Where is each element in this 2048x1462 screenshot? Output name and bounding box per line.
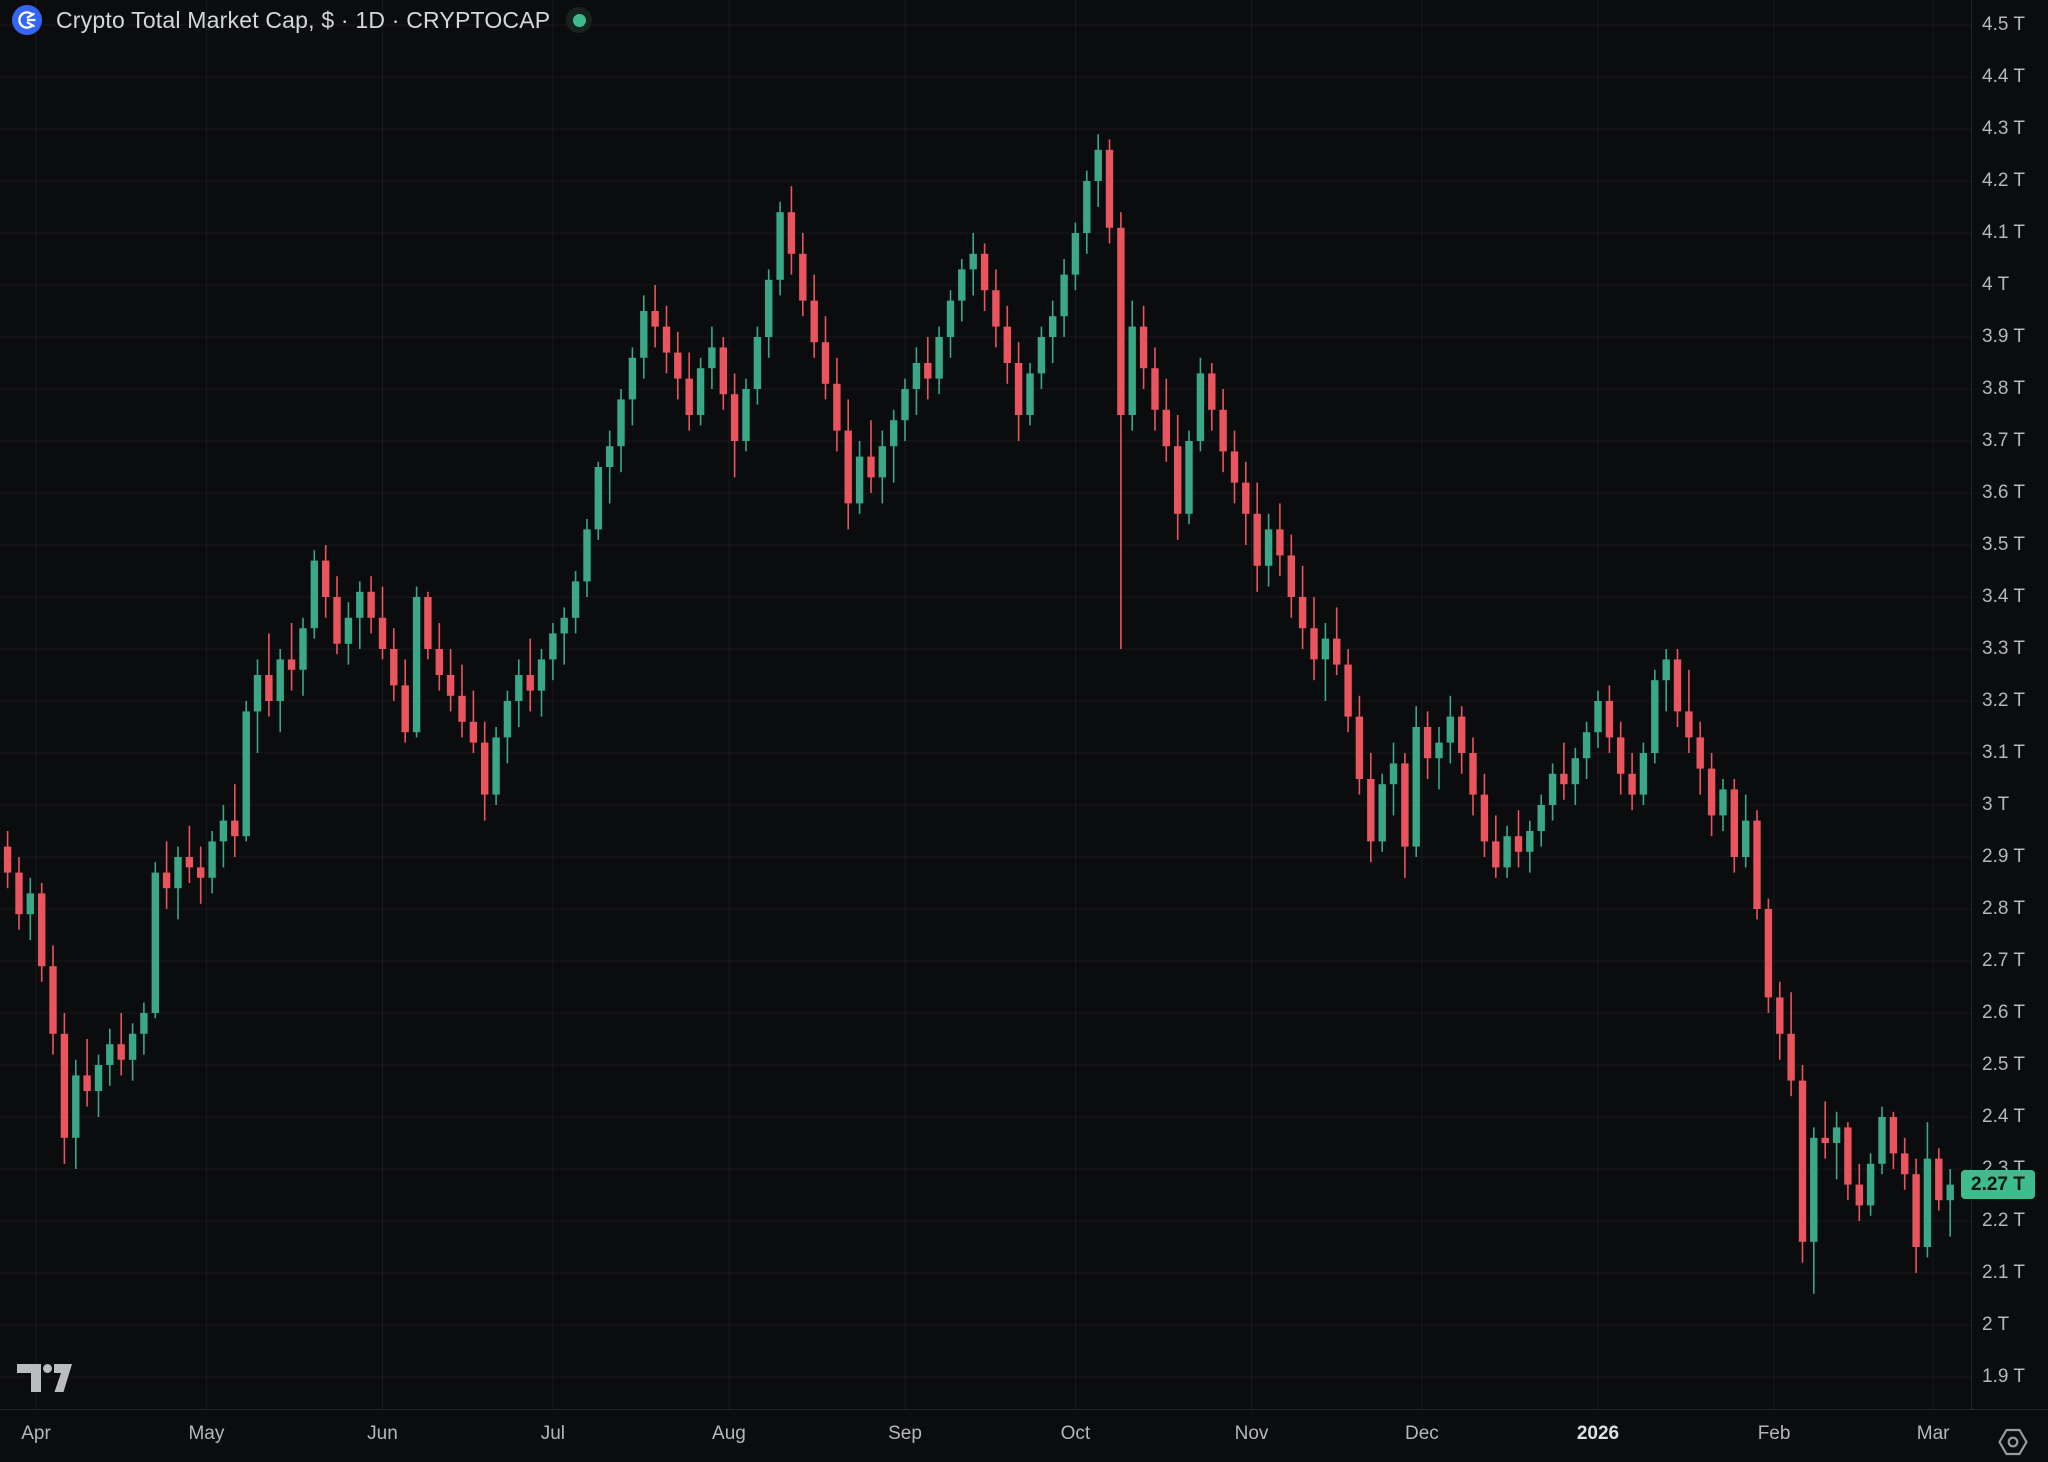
- price-tick-label: 4 T: [1982, 274, 2010, 295]
- time-tick-label[interactable]: Feb: [1757, 1423, 1791, 1444]
- time-tick-label[interactable]: Oct: [1060, 1423, 1091, 1444]
- current-price-value: 2.27 T: [1971, 1173, 2025, 1195]
- time-axis-settings-button[interactable]: [1997, 1426, 2029, 1458]
- time-tick-label[interactable]: Aug: [712, 1423, 746, 1444]
- cryptocap-coin-icon[interactable]: [12, 5, 42, 35]
- price-tick-label: 4.3 T: [1982, 118, 2025, 139]
- current-price-badge: 2.27 T: [1961, 1170, 2035, 1199]
- time-tick-label[interactable]: Apr: [21, 1423, 51, 1444]
- symbol-title[interactable]: Crypto Total Market Cap, $ · 1D · CRYPTO…: [56, 6, 551, 33]
- price-tick-label: 4.1 T: [1982, 222, 2025, 243]
- tradingview-logo[interactable]: [17, 1362, 73, 1399]
- price-tick-label: 3.2 T: [1982, 690, 2025, 711]
- gear-icon: [1998, 1428, 2028, 1456]
- time-tick-label[interactable]: Nov: [1234, 1423, 1269, 1444]
- time-axis[interactable]: Apr May Jun Jul Aug Sep Oct Nov Dec 2026 Feb Mar: [0, 1409, 2048, 1462]
- price-tick-label: 3.6 T: [1982, 482, 2025, 503]
- price-tick-label: 3.9 T: [1982, 326, 2025, 347]
- price-tick-label: 2.2 T: [1982, 1210, 2025, 1231]
- market-open-dot-icon: [572, 13, 586, 27]
- price-tick-label: 3.3 T: [1982, 638, 2025, 659]
- market-status-indicator[interactable]: [566, 7, 593, 33]
- price-tick-label: 2.7 T: [1982, 950, 2025, 971]
- candlestick-series: [3, 134, 1954, 1294]
- price-tick-label: 2.8 T: [1982, 898, 2025, 919]
- symbol-header: Crypto Total Market Cap, $ · 1D · CRYPTO…: [12, 5, 593, 35]
- price-tick-label: 1.9 T: [1982, 1366, 2025, 1387]
- price-tick-label: 2.4 T: [1982, 1106, 2025, 1127]
- price-tick-label: 4.2 T: [1982, 170, 2025, 191]
- price-tick-label: 3.8 T: [1982, 378, 2025, 399]
- time-tick-label[interactable]: May: [188, 1423, 225, 1444]
- time-tick-label[interactable]: Sep: [888, 1423, 922, 1444]
- price-tick-label: 3.5 T: [1982, 534, 2025, 555]
- price-tick-label: 2.5 T: [1982, 1054, 2025, 1075]
- price-tick-label: 2.9 T: [1982, 846, 2025, 867]
- time-tick-label[interactable]: Jun: [367, 1423, 398, 1444]
- price-tick-label: 3 T: [1982, 794, 2010, 815]
- time-tick-label[interactable]: 2026: [1576, 1423, 1620, 1444]
- time-tick-label[interactable]: Mar: [1916, 1423, 1950, 1444]
- price-tick-label: 4.4 T: [1982, 66, 2025, 87]
- price-tick-label: 3.1 T: [1982, 742, 2025, 763]
- time-tick-label[interactable]: Dec: [1405, 1423, 1439, 1444]
- price-tick-label: 3.7 T: [1982, 430, 2025, 451]
- time-tick-label[interactable]: Jul: [540, 1423, 566, 1444]
- price-tick-label: 4.5 T: [1982, 14, 2025, 35]
- price-tick-label: 3.4 T: [1982, 586, 2025, 607]
- price-tick-label: 2.6 T: [1982, 1002, 2025, 1023]
- price-tick-label: 2.1 T: [1982, 1262, 2025, 1283]
- price-tick-label: 2 T: [1982, 1314, 2010, 1335]
